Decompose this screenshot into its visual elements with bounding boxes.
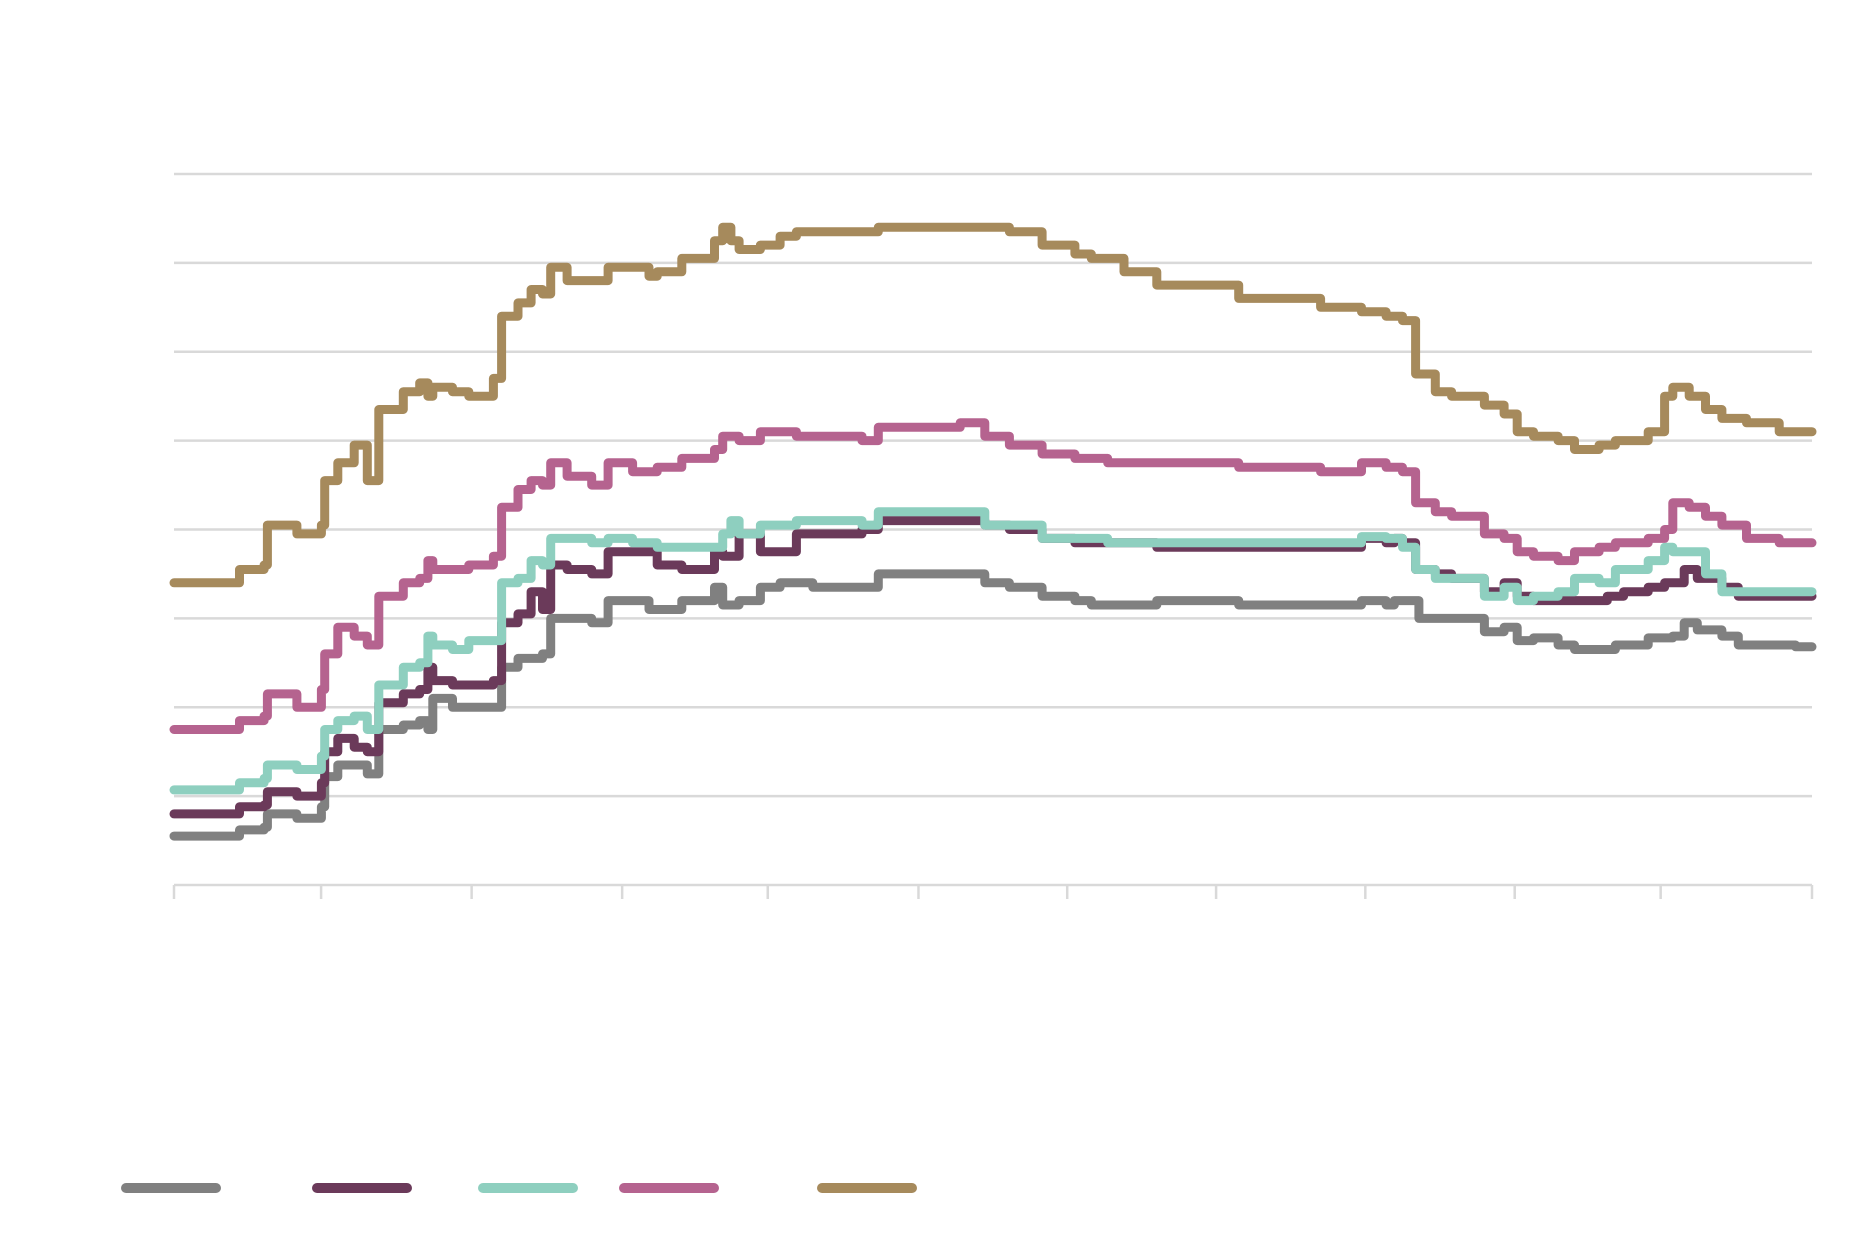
x-axis [172,883,1814,899]
series-line-5 [169,222,1817,588]
series-lines [169,222,1817,841]
gridlines [174,172,1812,798]
series-line-4 [169,418,1817,734]
series-line-3 [169,507,1817,795]
